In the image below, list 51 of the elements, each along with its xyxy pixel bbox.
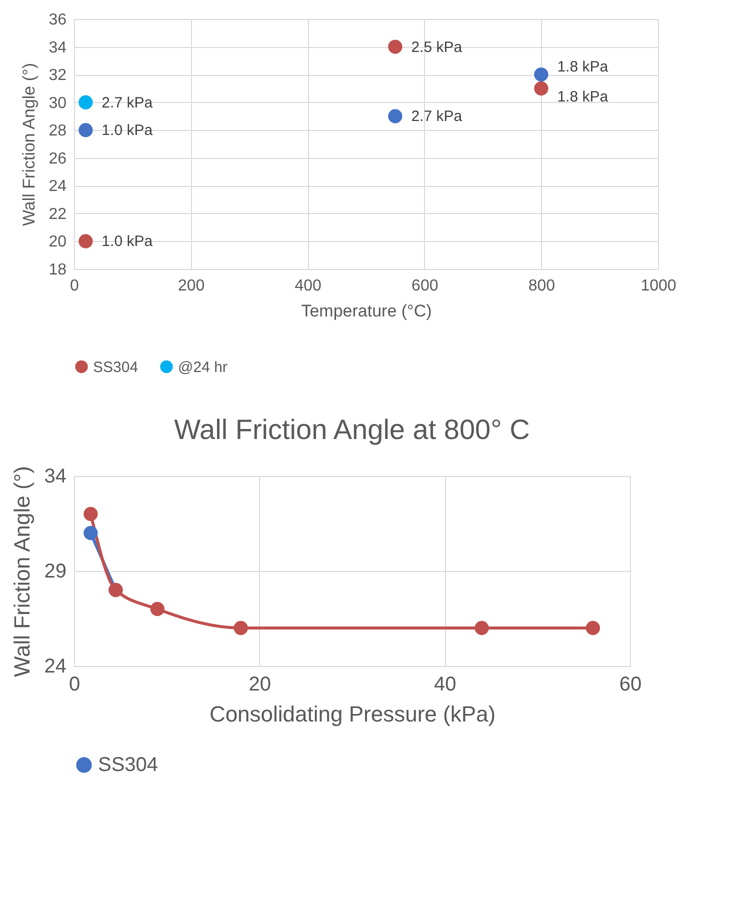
point xyxy=(534,68,548,82)
x-tick-label: 600 xyxy=(412,278,438,294)
y-tick-label: 22 xyxy=(48,206,67,223)
x-tick-label: 20 xyxy=(248,674,271,696)
x-tick-label: 800 xyxy=(528,278,556,294)
point xyxy=(534,81,548,96)
y-tick-label: 34 xyxy=(48,39,67,56)
point xyxy=(78,95,93,110)
point xyxy=(84,526,98,540)
x-tick-label: 200 xyxy=(178,278,205,294)
y-axis-title: Wall Friction Angle (°) xyxy=(9,466,34,677)
point xyxy=(234,620,248,636)
legend-label: SS304 xyxy=(93,358,138,376)
x-axis-title: Temperature (°C) xyxy=(301,302,432,320)
y-tick-label: 36 xyxy=(48,12,67,28)
x-tick-label: 400 xyxy=(294,278,322,294)
point xyxy=(388,40,402,54)
point xyxy=(388,109,402,124)
y-tick-label: 26 xyxy=(48,150,67,168)
point xyxy=(78,123,93,138)
annotation: 1.8 kPa xyxy=(557,88,609,106)
x-axis-title: Consolidating Pressure (kPa) xyxy=(209,702,496,726)
y-tick-label: 32 xyxy=(48,67,67,84)
point xyxy=(586,620,600,636)
legend-label: SS304 xyxy=(98,754,158,776)
annotation: 2.7 kPa xyxy=(411,108,463,126)
legend-label: @24 hr xyxy=(178,358,228,376)
chart-title: Wall Friction Angle at 800° C xyxy=(174,414,530,445)
point xyxy=(150,602,164,616)
annotation: 2.7 kPa xyxy=(102,94,154,112)
x-tick-label: 1000 xyxy=(640,278,676,294)
x-tick-label: 60 xyxy=(619,674,642,696)
point xyxy=(84,506,98,522)
y-tick-label: 20 xyxy=(48,234,67,251)
annotation: 1.0 kPa xyxy=(102,233,154,250)
y-tick-label: 24 xyxy=(44,656,66,678)
point xyxy=(474,620,489,636)
y-tick-label: 34 xyxy=(44,466,66,488)
annotation: 1.8 kPa xyxy=(557,58,609,76)
x-tick-label: 40 xyxy=(434,674,456,696)
y-tick-label: 18 xyxy=(48,262,67,278)
point xyxy=(78,234,93,248)
x-tick-label: 0 xyxy=(68,674,80,696)
y-tick-label: 28 xyxy=(48,122,67,140)
y-axis-title: Wall Friction Angle (°) xyxy=(20,63,39,226)
x-tick-label: 0 xyxy=(70,278,80,294)
y-tick-label: 30 xyxy=(48,94,67,112)
y-tick-label: 24 xyxy=(48,178,67,196)
annotation: 1.0 kPa xyxy=(102,122,154,140)
annotation: 2.5 kPa xyxy=(411,38,463,56)
y-tick-label: 29 xyxy=(44,560,66,582)
